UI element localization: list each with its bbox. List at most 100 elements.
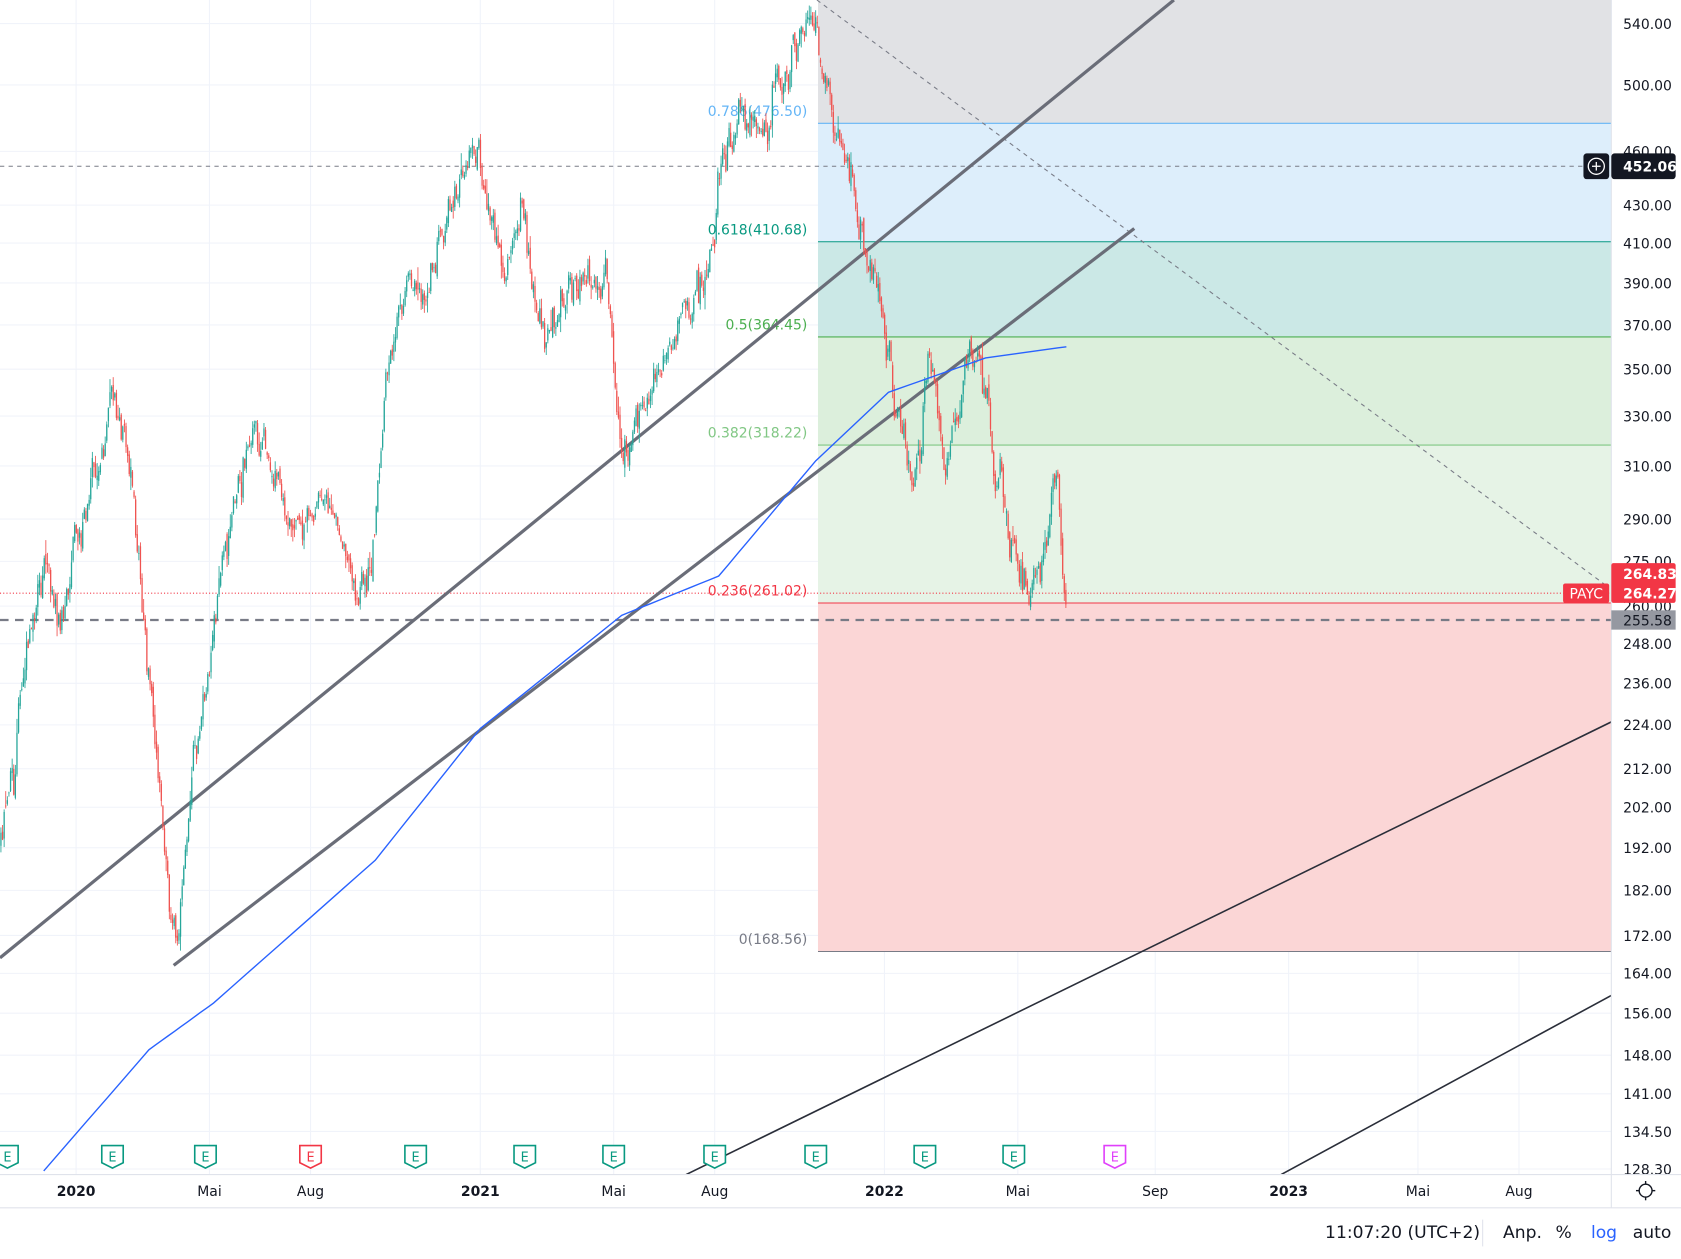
candle (943, 446, 945, 471)
fib-trend-dashed-line[interactable] (816, 0, 1606, 586)
candle (508, 256, 510, 260)
candle (842, 138, 844, 151)
candle (458, 174, 461, 208)
candle (228, 529, 230, 565)
candle (415, 280, 417, 295)
fib-retracement[interactable]: 0.786(476.50) 0.618(410.68) 0.5(364.45) 0.3… (708, 0, 1612, 953)
candle (136, 525, 138, 554)
earnings-icon[interactable]: E (0, 1144, 19, 1170)
time-tick-label: 2022 (865, 1184, 904, 1200)
clock[interactable]: 11:07:20 (UTC+2) (1325, 1223, 1480, 1243)
time-axis[interactable]: 2020 Mai Aug 2021 Mai Aug 2022 Mai Sep 2023 Mai Aug (57, 1184, 1533, 1200)
auto-toggle[interactable]: auto (1633, 1223, 1672, 1243)
candle (101, 443, 103, 460)
candle (725, 145, 727, 173)
crosshair-price-badge[interactable]: 452.06 (1583, 153, 1677, 180)
earnings-icon[interactable]: E (804, 1144, 828, 1170)
candle (983, 377, 985, 398)
candle (831, 92, 833, 117)
channel-line-1[interactable] (685, 721, 1612, 1175)
candle (329, 497, 331, 509)
candle (851, 164, 854, 178)
trendline-lower[interactable] (172, 227, 1136, 967)
candle (353, 578, 355, 591)
candle (321, 488, 323, 502)
candle (154, 704, 156, 749)
candle (305, 516, 307, 523)
candle (988, 374, 990, 407)
candle (279, 466, 281, 485)
candle (406, 275, 408, 298)
candle (231, 511, 233, 532)
candle (877, 272, 879, 303)
candle (232, 496, 235, 515)
candle (33, 612, 36, 630)
candle (768, 125, 770, 151)
candle (843, 143, 846, 166)
candle (500, 239, 502, 279)
earnings-icon[interactable]: E (299, 1144, 323, 1170)
candle (564, 304, 567, 320)
earnings-icon[interactable]: E (602, 1144, 626, 1170)
candle (220, 571, 222, 588)
candle (311, 512, 313, 522)
candle (423, 290, 425, 313)
trendline-upper[interactable] (0, 0, 1175, 960)
candle (335, 512, 337, 526)
fib-level-label: 0(168.56) (739, 932, 807, 948)
candle (452, 196, 454, 219)
earnings-icon[interactable]: E (513, 1144, 537, 1170)
candle (107, 407, 110, 428)
candle (91, 451, 93, 488)
earnings-icon[interactable]: E (703, 1144, 727, 1170)
candle (370, 557, 373, 577)
earnings-icon[interactable]: E (193, 1144, 217, 1170)
candle (630, 442, 632, 453)
candle (446, 215, 448, 233)
earnings-label: E (108, 1151, 116, 1166)
candle (478, 137, 480, 150)
candle (925, 379, 927, 388)
candle (596, 276, 599, 300)
candle (728, 122, 730, 148)
candle (1047, 525, 1049, 546)
earnings-icon[interactable]: E (404, 1144, 428, 1170)
time-tick-label: 2023 (1269, 1184, 1308, 1200)
candle (819, 57, 822, 68)
candle (269, 457, 272, 473)
chart-settings-gear-icon[interactable] (1635, 1180, 1656, 1201)
candle (713, 239, 716, 254)
time-tick-label: 2021 (461, 1184, 500, 1200)
candle (770, 120, 772, 130)
candle (149, 665, 151, 691)
earnings-icon[interactable]: E (1103, 1144, 1127, 1170)
channel-line-2[interactable] (1280, 994, 1612, 1175)
candle (481, 163, 483, 190)
candle (1026, 578, 1029, 595)
candle (170, 907, 172, 923)
candle (603, 264, 605, 290)
candle (619, 406, 621, 448)
add-alert-plus-icon[interactable] (1587, 157, 1605, 175)
candle (861, 221, 863, 233)
earnings-icon[interactable]: E (100, 1144, 125, 1170)
candle (746, 119, 748, 139)
earnings-icon[interactable]: E (1002, 1144, 1026, 1170)
adjust-toggle[interactable]: Anp. (1503, 1223, 1542, 1243)
price-tick-label: 134.50 (1623, 1125, 1672, 1141)
candle (646, 393, 648, 417)
earnings-icon[interactable]: E (913, 1144, 937, 1170)
percent-toggle[interactable]: % (1556, 1223, 1572, 1243)
candle (309, 509, 312, 517)
candle (308, 505, 310, 521)
candle (462, 165, 464, 178)
candle (173, 915, 175, 930)
candle (385, 368, 387, 401)
candle (252, 421, 254, 448)
candle (292, 518, 294, 542)
candle (364, 574, 366, 598)
log-toggle[interactable]: log (1591, 1223, 1617, 1243)
price-axis[interactable]: 540.00500.00460.00430.00410.00390.00370.… (1623, 17, 1672, 1178)
price-tick-label: 224.00 (1623, 718, 1672, 734)
